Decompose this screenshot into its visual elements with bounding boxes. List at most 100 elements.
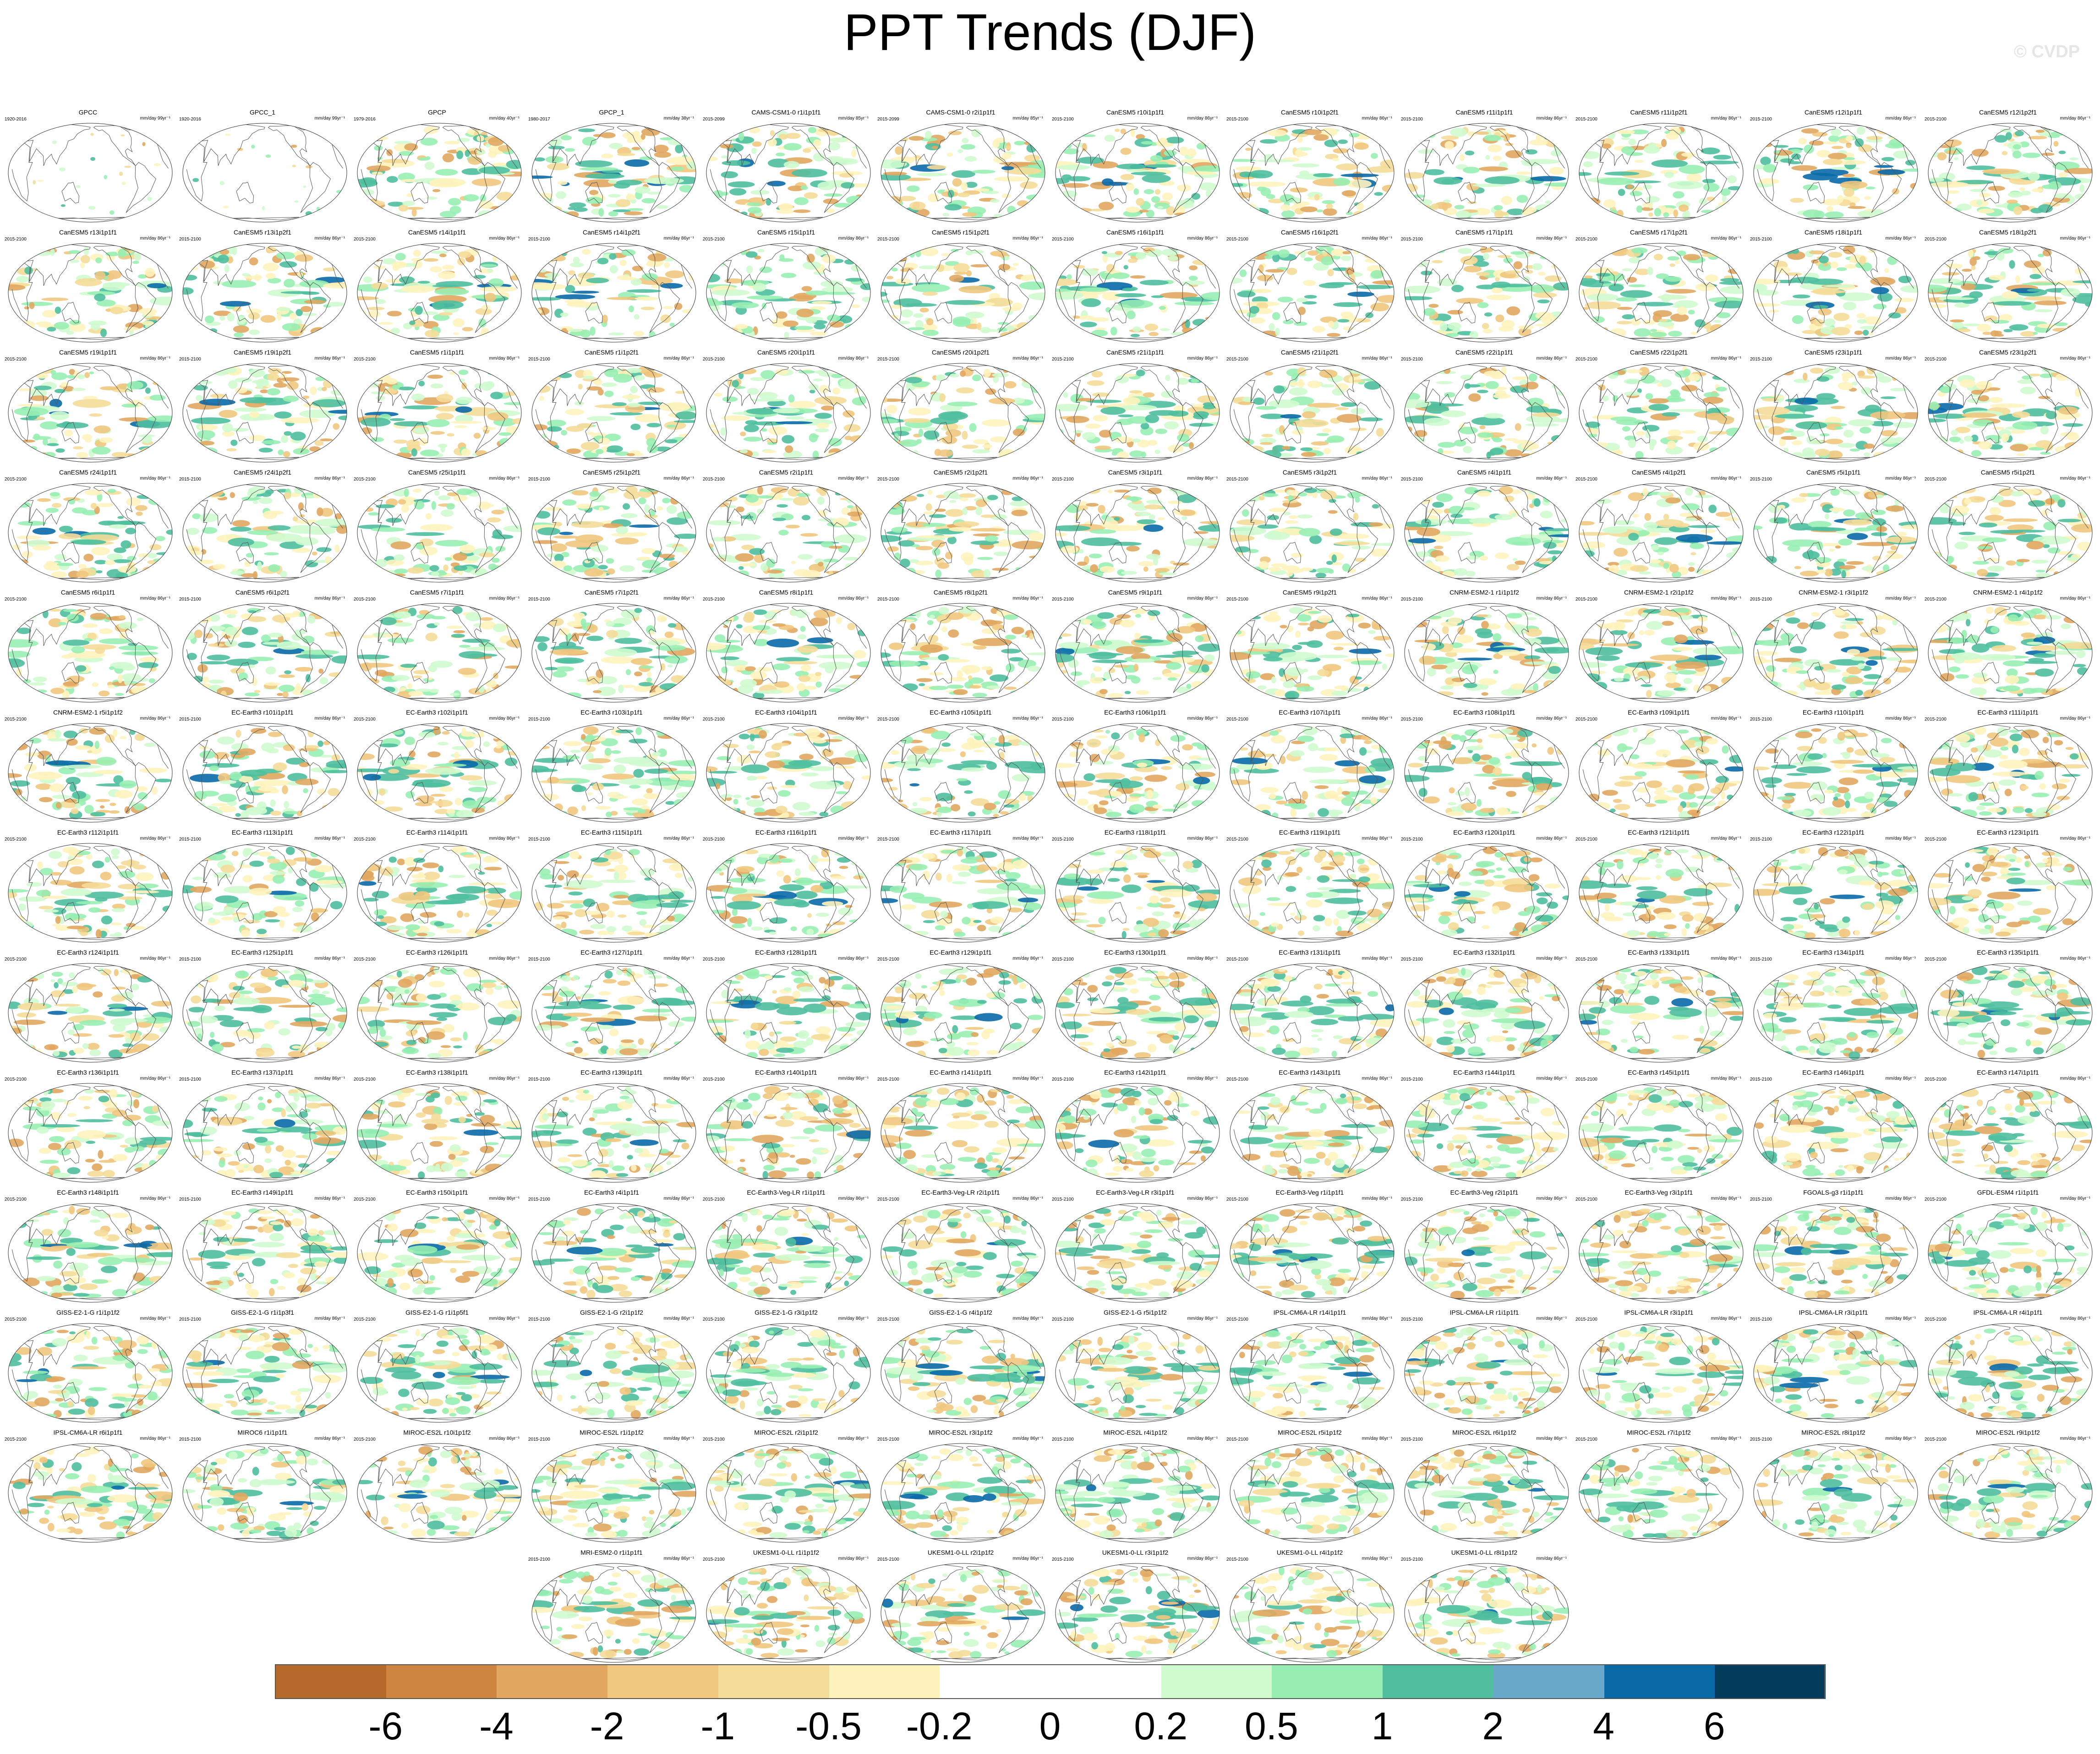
- trend-patch: [745, 251, 758, 258]
- trend-patch: [284, 279, 295, 288]
- trend-patch: [418, 157, 430, 161]
- trend-patch: [1066, 274, 1072, 280]
- trend-patch: [479, 201, 493, 209]
- trend-patch: [1187, 367, 1200, 375]
- panel-units: mm/day 85yr⁻¹: [838, 116, 869, 121]
- trend-patch: [266, 273, 276, 279]
- trend-patch: [442, 153, 454, 163]
- trend-patch: [640, 133, 645, 140]
- trend-patch: [1950, 319, 1964, 322]
- trend-patch: [533, 540, 558, 544]
- trend-patch: [2003, 329, 2013, 333]
- trend-patch: [1825, 513, 1829, 519]
- trend-patch: [2019, 187, 2025, 191]
- trend-patch: [1031, 385, 1041, 393]
- trend-patch: [1268, 567, 1281, 572]
- trend-patch: [1665, 132, 1679, 140]
- trend-patch: [1136, 512, 1151, 516]
- trend-patch: [1371, 153, 1378, 159]
- trend-patch: [1811, 259, 1819, 264]
- trend-patch: [1463, 167, 1480, 174]
- trend-patch: [1586, 268, 1602, 273]
- trend-patch: [1636, 302, 1673, 306]
- trend-patch: [1681, 503, 1700, 511]
- trend-patch: [938, 449, 953, 457]
- trend-patch: [983, 191, 999, 194]
- trend-patch: [402, 201, 415, 206]
- trend-patch: [841, 182, 854, 189]
- trend-patch: [1093, 415, 1108, 422]
- trend-patch: [1706, 541, 1743, 545]
- trend-patch: [666, 505, 677, 514]
- trend-patch: [829, 321, 844, 328]
- trend-patch: [569, 202, 586, 208]
- trend-patch: [1280, 194, 1295, 203]
- panel-units: mm/day 86yr⁻¹: [489, 356, 520, 361]
- trend-patch: [1876, 494, 1883, 498]
- trend-patch: [1977, 557, 1982, 561]
- trend-patch: [785, 133, 801, 139]
- trend-patch: [1336, 164, 1359, 170]
- trend-patch: [1642, 425, 1660, 432]
- trend-patch: [487, 268, 493, 273]
- trend-patch: [2045, 498, 2055, 505]
- trend-patch: [615, 199, 631, 208]
- trend-patch: [962, 212, 977, 217]
- panel-period: 2015-2100: [703, 237, 725, 242]
- trend-patch: [1454, 439, 1466, 447]
- coastline: [824, 282, 854, 333]
- trend-patch: [390, 541, 411, 550]
- trend-patch: [1479, 556, 1488, 561]
- trend-patch: [1989, 275, 2005, 280]
- trend-patch: [1126, 207, 1140, 213]
- trend-patch: [1444, 141, 1454, 150]
- trend-patch: [953, 521, 979, 527]
- trend-patch: [598, 565, 608, 570]
- trend-patch: [931, 146, 938, 149]
- trend-patch: [1311, 441, 1329, 446]
- trend-patch: [2028, 373, 2041, 377]
- trend-patch: [1713, 320, 1722, 323]
- trend-patch: [1798, 138, 1807, 145]
- trend-patch: [257, 561, 262, 571]
- trend-patch: [1077, 157, 1104, 164]
- trend-patch: [2009, 324, 2029, 331]
- trend-patch: [1267, 530, 1281, 539]
- trend-patch: [276, 251, 295, 260]
- trend-patch: [1476, 490, 1491, 497]
- trend-patch: [1365, 207, 1373, 216]
- trend-field: [1230, 127, 1394, 219]
- trend-patch: [578, 272, 595, 279]
- trend-patch: [480, 264, 497, 267]
- trend-patch: [843, 557, 860, 561]
- trend-patch: [774, 369, 788, 375]
- trend-patch: [637, 401, 662, 405]
- trend-patch: [1001, 153, 1012, 159]
- trend-patch: [1831, 327, 1850, 336]
- trend-patch: [1515, 171, 1532, 175]
- trend-patch: [487, 371, 497, 375]
- trend-patch: [1716, 387, 1727, 392]
- panel-units: mm/day 86yr⁻¹: [1187, 476, 1218, 481]
- trend-patch: [1799, 570, 1819, 577]
- trend-patch: [1354, 557, 1366, 562]
- trend-patch: [609, 253, 617, 260]
- trend-patch: [35, 321, 51, 325]
- trend-patch: [1708, 504, 1717, 514]
- trend-patch: [1299, 170, 1309, 176]
- trend-patch: [401, 504, 410, 513]
- map-panel: CanESM5 r16i1p2f1 2015-2100 mm/day 86yr⁻¹: [1225, 228, 1395, 344]
- trend-patch: [1468, 393, 1481, 402]
- trend-patch: [411, 258, 422, 262]
- trend-patch: [623, 503, 630, 510]
- trend-patch: [1303, 280, 1316, 286]
- trend-patch: [767, 180, 786, 186]
- trend-patch: [1026, 194, 1045, 201]
- panel-title: CanESM5 r19i1p1f1: [59, 349, 117, 356]
- map-panel: CanESM5 r13i1p2f1 2015-2100 mm/day 86yr⁻¹: [177, 228, 348, 344]
- trend-patch: [1261, 434, 1274, 437]
- map-panel: CanESM5 r20i1p2f1 2015-2100 mm/day 86yr⁻¹: [875, 348, 1046, 464]
- trend-patch: [1251, 250, 1263, 254]
- trend-patch: [1450, 128, 1467, 137]
- trend-patch: [969, 423, 977, 432]
